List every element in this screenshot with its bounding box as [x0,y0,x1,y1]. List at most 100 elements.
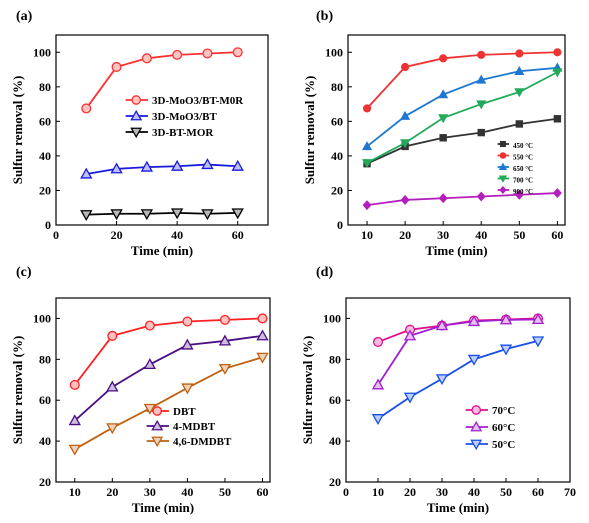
data-point [68,444,81,456]
y-axis-title: Sulfur removal (%) [10,76,25,185]
data-point [201,209,214,221]
series-line [86,163,238,175]
y-axis-title: Sulfur removal (%) [10,336,25,445]
x-tick-label: 70 [564,485,576,499]
data-point [531,313,545,325]
plot-frame [55,297,271,483]
data-point [231,159,244,171]
series-line [377,340,539,420]
series-5 [362,188,562,211]
data-point [256,329,269,341]
series-3 [80,208,244,222]
series-2 [362,48,562,113]
data-point [515,120,524,128]
chart-panel-4: (d) 0 10 20 30 40 50 60 70 20 40 60 80 100 Time (min) S… [300,265,576,515]
series-1 [69,313,268,390]
y-tick-label: 60 [39,114,51,128]
y-tick-label: 40 [39,434,51,448]
y-tick-label: 60 [329,393,341,407]
x-tick-label: 20 [106,485,118,499]
series-line [377,317,539,343]
series-line [366,192,558,207]
data-point [400,195,410,205]
panel-label: (b) [316,9,333,24]
data-point [477,50,486,59]
series-line [86,212,238,216]
plot-frame [345,297,571,483]
x-tick-label: 40 [475,228,487,242]
series-3 [361,62,563,151]
x-tick-label: 50 [513,228,525,242]
series-1 [81,47,243,114]
series-line [366,71,558,164]
data-point [438,89,449,99]
legend-label: 700 °C [513,177,533,185]
data-point [553,48,562,57]
data-point [181,383,194,395]
legend-marker [498,175,508,183]
x-tick-label: 60 [232,228,244,242]
series-line [366,66,558,148]
data-point [439,134,447,142]
data-point [553,115,562,123]
series-3 [371,336,545,426]
data-point [172,49,183,60]
y-tick-label: 100 [325,45,343,59]
data-point [144,320,155,331]
x-axis-title: Time (min) [132,500,194,515]
data-point [81,103,92,114]
data-point [140,209,154,221]
chart-panel-2: (b) 10 20 30 40 50 60 0 20 40 60 80 100 Time (min) Sul… [302,9,566,258]
data-point [140,160,154,172]
data-point [232,47,243,58]
data-point [531,336,545,348]
data-point [106,423,119,435]
legend-marker [130,109,143,121]
data-point [372,336,384,347]
series-line [74,334,263,422]
series-line [74,356,263,451]
x-axis-title: Time (min) [131,243,193,258]
y-tick-label: 40 [39,149,51,163]
data-point [362,104,372,113]
x-tick-label: 60 [256,485,268,499]
y-tick-label: 20 [39,475,51,489]
data-point [218,334,232,346]
x-tick-label: 60 [551,228,563,242]
legend-label: 450 °C [513,142,533,150]
data-point [438,193,448,204]
data-point [435,374,449,386]
x-tick-label: 40 [181,485,193,499]
legend-label: 900 °C [513,188,533,196]
data-point [201,158,214,170]
legend-marker [499,140,506,148]
plot-frame [347,34,566,226]
x-tick-label: 10 [69,485,81,499]
data-point [202,48,213,59]
y-tick-label: 100 [33,311,51,325]
y-tick-label: 20 [39,183,51,197]
legend-marker [470,420,483,432]
x-tick-label: 30 [437,228,449,242]
legend-marker [131,95,142,105]
data-point [403,392,417,404]
data-point [219,314,230,325]
data-point [476,100,487,110]
legend-label: 550 °C [513,154,533,162]
panel-label: (d) [316,265,333,280]
y-tick-label: 40 [331,149,343,163]
data-point [257,313,268,324]
y-tick-label: 80 [39,80,51,94]
y-tick-label: 40 [329,434,341,448]
legend-label: 70°C [492,405,515,417]
y-tick-label: 20 [331,183,343,197]
data-point [401,62,410,72]
data-point [218,363,232,375]
legend-marker [499,152,507,159]
series-line [366,51,558,110]
series-line [366,117,558,165]
series-line [377,318,539,386]
y-tick-label: 0 [337,218,343,232]
series-2 [371,313,545,390]
series-2 [68,329,269,426]
